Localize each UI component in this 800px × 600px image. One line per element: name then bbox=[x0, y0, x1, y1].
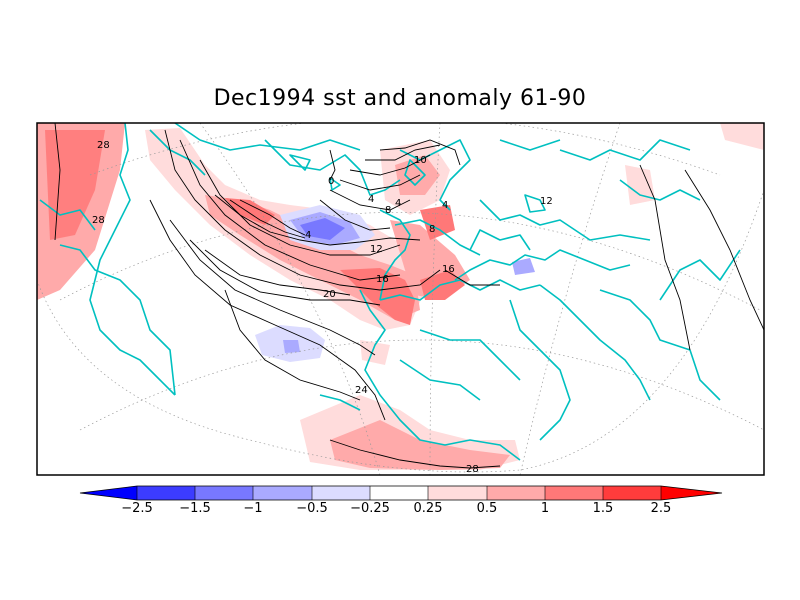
anomaly-positive-region bbox=[45, 130, 105, 240]
contour-label: 16 bbox=[376, 274, 389, 285]
contour-label: 8 bbox=[429, 224, 435, 235]
colorbar-swatch bbox=[603, 486, 661, 500]
colorbar-swatch bbox=[253, 486, 312, 500]
anomaly-positive-region bbox=[395, 155, 440, 195]
contour-label: 20 bbox=[323, 289, 336, 300]
contour-label: 4 bbox=[395, 198, 401, 209]
coastlines bbox=[39, 123, 741, 461]
colorbar-swatch bbox=[487, 486, 545, 500]
colorbar-tick-label: 1 bbox=[541, 501, 549, 516]
contour-label: 16 bbox=[442, 264, 455, 275]
colorbar-arrow-low bbox=[80, 486, 137, 500]
colorbar-tick-label: 0.5 bbox=[477, 501, 498, 516]
contour-labels: 28 28 0 4 4 8 10 4 4 8 12 16 16 20 24 28… bbox=[92, 140, 553, 475]
colorbar-tick-label: 0.25 bbox=[414, 501, 443, 516]
contour-label: 28 bbox=[466, 464, 479, 475]
hemisphere-edge bbox=[37, 189, 764, 473]
colorbar-swatch bbox=[137, 486, 195, 500]
anomaly-negative-region bbox=[283, 340, 300, 353]
colorbar-swatch bbox=[545, 486, 603, 500]
colorbar-arrow-high bbox=[661, 486, 722, 500]
contour-label: 28 bbox=[92, 215, 105, 226]
colorbar-swatch bbox=[370, 486, 428, 500]
anomaly-positive-region bbox=[420, 205, 455, 240]
anomaly-negative-region bbox=[300, 218, 345, 240]
colorbar-swatch bbox=[195, 486, 253, 500]
colorbar-tick-label: −2.5 bbox=[121, 501, 153, 516]
contour-label: 4 bbox=[368, 194, 374, 205]
sst-contours bbox=[54, 123, 764, 469]
colorbar-tick-label: −0.25 bbox=[350, 501, 390, 516]
anomaly-positive-region bbox=[360, 340, 390, 365]
contour-label: 0 bbox=[328, 176, 334, 187]
colorbar-tick-label: −1.5 bbox=[179, 501, 211, 516]
anomaly-positive-region bbox=[625, 165, 655, 205]
figure-title: Dec1994 sst and anomaly 61-90 bbox=[213, 86, 587, 111]
contour-label: 4 bbox=[305, 230, 311, 241]
anomaly-positive-region bbox=[720, 123, 764, 150]
contour-label: 28 bbox=[97, 140, 110, 151]
colorbar-tick-label: −1 bbox=[243, 501, 262, 516]
colorbar-swatch bbox=[428, 486, 487, 500]
colorbar-tick-label: 2.5 bbox=[651, 501, 672, 516]
colorbar-tick-label: −0.5 bbox=[296, 501, 328, 516]
contour-label: 4 bbox=[442, 200, 448, 211]
contour-label: 8 bbox=[385, 205, 391, 216]
colorbar-swatch bbox=[312, 486, 370, 500]
contour-label: 10 bbox=[414, 155, 427, 166]
map-frame bbox=[36, 122, 765, 476]
graticule bbox=[59, 123, 764, 475]
anomaly-negative-region bbox=[512, 258, 535, 275]
contour-label: 24 bbox=[355, 385, 368, 396]
contour-label: 12 bbox=[370, 244, 383, 255]
colorbar-tick-label: 1.5 bbox=[593, 501, 614, 516]
anomaly-positive-region bbox=[340, 268, 415, 325]
contour-label: 12 bbox=[540, 196, 553, 207]
